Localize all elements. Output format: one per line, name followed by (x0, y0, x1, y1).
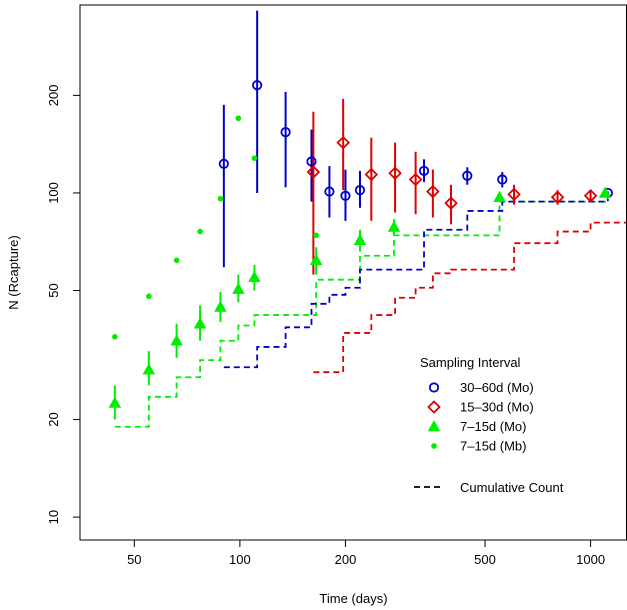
cumulative-step-line (313, 210, 627, 374)
triangle-point (214, 300, 227, 312)
y-tick-label: 20 (46, 412, 61, 426)
error-bars (113, 10, 609, 420)
x-tick-label: 200 (335, 552, 357, 567)
triangle-point (427, 420, 441, 432)
x-axis-label: Time (days) (319, 591, 387, 606)
dot-point (145, 293, 152, 300)
data-points (108, 80, 613, 408)
circle-point (497, 174, 508, 185)
y-tick-label: 10 (46, 510, 61, 524)
diamond-point (306, 165, 321, 179)
diamond-point (336, 135, 350, 150)
dot-point (431, 443, 437, 449)
y-tick-label: 100 (46, 182, 61, 204)
cumulative-step-line (114, 197, 608, 428)
circle-point (218, 158, 229, 169)
legend-label: 7–15d (Mb) (460, 439, 526, 454)
dot-point (217, 195, 224, 202)
dot-point (173, 257, 180, 264)
diamond-point (408, 172, 423, 187)
plot-frame (79, 4, 627, 541)
diamond-point (388, 166, 402, 181)
triangle-point (493, 190, 506, 202)
x-tick-label: 50 (127, 552, 141, 567)
diamond-point (583, 189, 598, 203)
triangle-point (142, 363, 156, 375)
dot-point (235, 115, 242, 122)
dot-point (313, 232, 320, 239)
diamond-point (364, 167, 379, 182)
triangle-point (309, 253, 323, 266)
diamond-point (444, 196, 458, 210)
legend-label: 30–60d (Mo) (460, 380, 534, 395)
x-tick-label: 500 (474, 552, 496, 567)
diamond-point (426, 184, 440, 199)
dot-point (197, 228, 203, 235)
triangle-point (170, 334, 183, 346)
triangle-point (353, 233, 367, 245)
circle-point (252, 80, 263, 91)
dot-point (251, 155, 258, 162)
y-tick-label: 50 (46, 283, 61, 297)
triangle-point (108, 396, 122, 408)
cumulative-step-line (223, 198, 609, 369)
circle-point (354, 185, 366, 196)
x-axis: 50 100 200 500 1000 (127, 540, 605, 567)
y-axis: 10 20 50 100 200 (46, 85, 80, 524)
triangle-point (193, 317, 207, 329)
legend: Sampling Interval 30–60d (Mo) 15–30d (Mo)… (414, 355, 564, 495)
circle-point (280, 127, 291, 138)
diamond-point (507, 187, 521, 202)
legend-label-cumulative: Cumulative Count (460, 480, 564, 495)
circle-point (306, 156, 317, 167)
cumulative-count-lines (114, 197, 627, 428)
diamond-point (550, 190, 565, 205)
triangle-point (232, 282, 245, 294)
circle-point (462, 170, 473, 181)
triangle-point (248, 270, 261, 282)
circle-point (418, 165, 430, 176)
triangle-point (598, 186, 612, 198)
x-tick-label: 100 (229, 552, 251, 567)
circle-point (428, 382, 440, 393)
legend-title: Sampling Interval (420, 355, 521, 370)
circle-point (324, 186, 335, 197)
y-tick-label: 200 (46, 85, 61, 107)
legend-label: 7–15d (Mo) (460, 419, 526, 434)
triangle-point (387, 220, 401, 232)
diamond-point (427, 400, 441, 414)
circle-point (340, 190, 351, 201)
legend-label: 15–30d (Mo) (460, 400, 534, 415)
y-axis-label: N (Rcapture) (6, 235, 21, 309)
x-tick-label: 1000 (576, 552, 605, 567)
dot-point (112, 333, 118, 340)
